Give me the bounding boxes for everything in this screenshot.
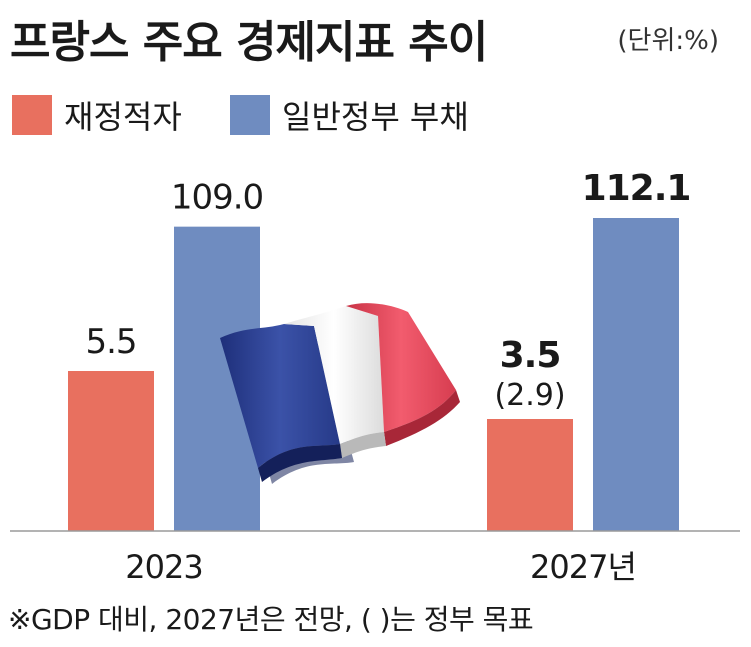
x-tick-label-1: 2027년 [530,548,636,586]
bar-debt-1 [593,218,679,531]
legend-swatch-deficit [12,95,52,135]
france-flag-icon [220,303,460,484]
legend-swatch-debt [230,95,270,135]
data-label-deficit-0: 5.5 [85,322,136,362]
chart-title: 프랑스 주요 경제지표 추이 [10,17,488,68]
bar-deficit-1 [487,419,573,531]
data-label-debt-0: 109.0 [171,178,263,218]
data-label-debt-1: 112.1 [582,168,691,209]
bar-deficit-0 [68,371,154,531]
data-label-deficit-1: 3.5 [500,335,561,376]
legend-label-debt: 일반정부 부채 [282,98,469,136]
target-label-deficit-1: (2.9) [494,378,565,413]
legend-label-deficit: 재정적자 [64,98,182,136]
x-tick-label-0: 2023 [125,548,202,586]
labels-layer: 5.5 3.5(2.9) 109.0 112.1 2023 2027년 [85,168,691,586]
footnote: ※GDP 대비, 2027년은 전망, ( )는 정부 목표 [8,603,534,636]
unit-label: (단위:%) [617,26,719,56]
